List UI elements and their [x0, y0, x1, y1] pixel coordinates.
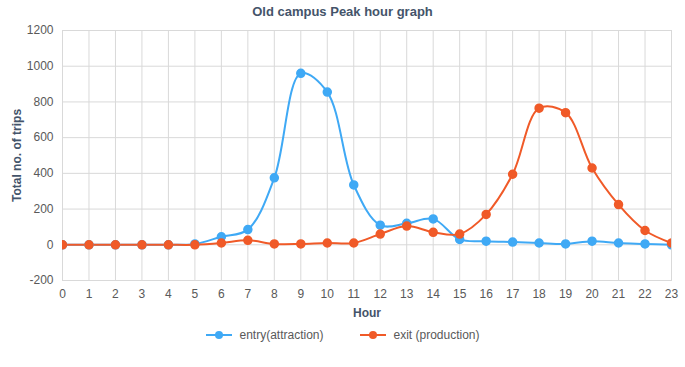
svg-text:1: 1 — [86, 287, 93, 301]
svg-text:1200: 1200 — [27, 23, 54, 37]
svg-text:18: 18 — [532, 287, 546, 301]
svg-text:Total no. of trips: Total no. of trips — [10, 109, 24, 202]
svg-text:17: 17 — [506, 287, 520, 301]
svg-text:5: 5 — [192, 287, 199, 301]
svg-text:4: 4 — [165, 287, 172, 301]
svg-text:7: 7 — [245, 287, 252, 301]
svg-text:1000: 1000 — [27, 59, 54, 73]
svg-text:12: 12 — [374, 287, 388, 301]
svg-text:200: 200 — [33, 202, 53, 216]
svg-text:13: 13 — [400, 287, 414, 301]
svg-text:2: 2 — [112, 287, 119, 301]
svg-text:400: 400 — [33, 166, 53, 180]
svg-text:15: 15 — [453, 287, 467, 301]
svg-text:20: 20 — [585, 287, 599, 301]
svg-text:600: 600 — [33, 130, 53, 144]
svg-text:21: 21 — [612, 287, 626, 301]
svg-text:0: 0 — [47, 238, 54, 252]
html-text:entry(attraction): entry(attraction) — [239, 328, 324, 342]
html-text:exit (production): exit (production) — [393, 328, 480, 342]
svg-text:0: 0 — [59, 287, 66, 301]
svg-text:6: 6 — [218, 287, 225, 301]
svg-text:3: 3 — [139, 287, 146, 301]
svg-text:22: 22 — [638, 287, 652, 301]
svg-text:800: 800 — [33, 95, 53, 109]
svg-text:Hour: Hour — [353, 306, 381, 320]
svg-text:8: 8 — [271, 287, 278, 301]
svg-text:23: 23 — [665, 287, 679, 301]
svg-text:-200: -200 — [29, 273, 53, 287]
svg-text:14: 14 — [427, 287, 441, 301]
html-text:Old campus Peak hour graph: Old campus Peak hour graph — [252, 4, 433, 19]
svg-text:9: 9 — [297, 287, 304, 301]
svg-text:10: 10 — [321, 287, 335, 301]
svg-text:11: 11 — [348, 287, 361, 301]
svg-text:16: 16 — [479, 287, 493, 301]
svg-text:19: 19 — [559, 287, 573, 301]
